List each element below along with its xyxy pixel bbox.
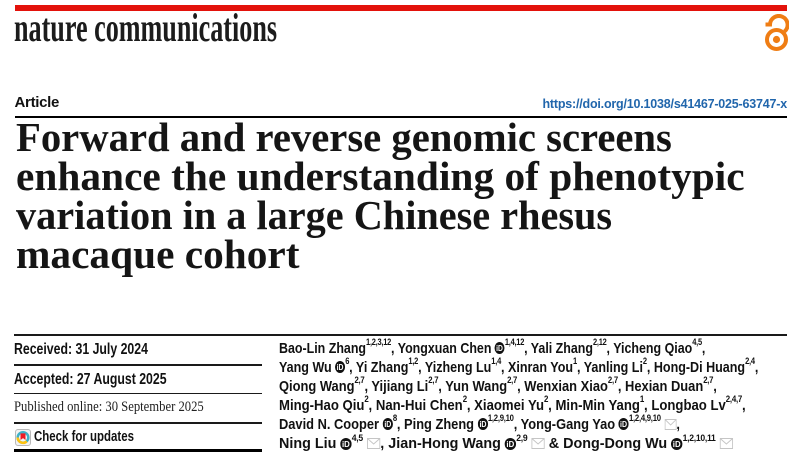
svg-text:iD: iD — [337, 363, 344, 373]
svg-text:iD: iD — [507, 439, 515, 448]
svg-text:iD: iD — [620, 420, 627, 430]
svg-text:iD: iD — [496, 344, 503, 354]
svg-text:iD: iD — [384, 420, 391, 430]
svg-text:iD: iD — [342, 439, 350, 448]
svg-text:iD: iD — [479, 420, 486, 430]
svg-text:iD: iD — [673, 439, 681, 448]
